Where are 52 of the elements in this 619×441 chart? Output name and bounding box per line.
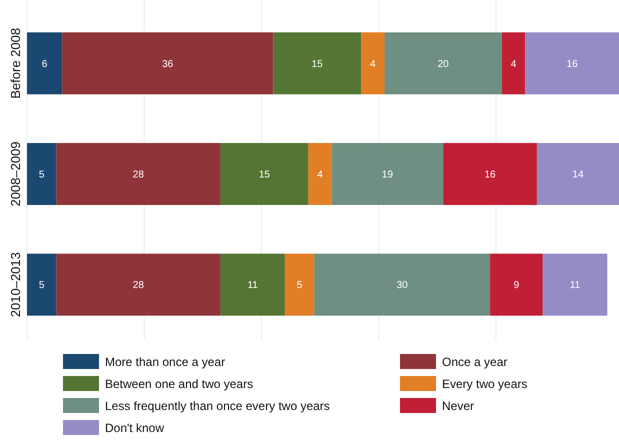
bar bbox=[56, 254, 220, 316]
data-label: 5 bbox=[38, 170, 45, 180]
bar bbox=[220, 254, 285, 316]
legend-label: Once a year bbox=[442, 355, 508, 369]
bar bbox=[490, 254, 543, 316]
data-label: 5 bbox=[38, 280, 45, 292]
legend-label: Every two years bbox=[442, 377, 528, 391]
data-label: 36 bbox=[162, 58, 174, 70]
data-label: 15 bbox=[312, 58, 324, 70]
data-label: 19 bbox=[382, 170, 394, 180]
bar bbox=[332, 143, 444, 205]
data-label: 28 bbox=[132, 170, 144, 180]
bar bbox=[536, 143, 619, 205]
bar bbox=[273, 32, 362, 94]
bar bbox=[525, 32, 619, 94]
bar bbox=[220, 143, 308, 205]
data-label: 28 bbox=[132, 280, 144, 292]
y-tick-label: Before 2008 bbox=[8, 28, 23, 99]
bar bbox=[542, 254, 608, 316]
data-label: 11 bbox=[570, 280, 581, 292]
data-label: 9 bbox=[514, 280, 520, 292]
legend-label: Never bbox=[442, 399, 474, 413]
bar bbox=[314, 254, 490, 316]
legend-label: More than once a year bbox=[105, 355, 226, 369]
data-label: 4 bbox=[370, 58, 376, 70]
legend-label: Don't know bbox=[105, 421, 164, 435]
data-label: 14 bbox=[572, 170, 584, 180]
data-label: 11 bbox=[247, 280, 258, 292]
y-tick-label: 2008–2009 bbox=[8, 141, 23, 207]
bar bbox=[443, 143, 537, 205]
bar bbox=[27, 32, 62, 94]
data-label: 15 bbox=[258, 170, 270, 180]
bar bbox=[502, 32, 526, 94]
bar bbox=[361, 32, 385, 94]
bar bbox=[62, 32, 274, 94]
bar bbox=[308, 143, 332, 205]
bar bbox=[27, 254, 56, 316]
bar bbox=[284, 254, 314, 316]
bar bbox=[27, 143, 56, 205]
data-label: 4 bbox=[510, 58, 517, 70]
data-label: 6 bbox=[42, 58, 48, 70]
data-label: 30 bbox=[396, 280, 408, 292]
bar bbox=[56, 143, 220, 205]
data-label: 16 bbox=[566, 58, 578, 70]
data-label: 16 bbox=[484, 170, 496, 180]
bar bbox=[384, 32, 502, 94]
data-label: 5 bbox=[296, 280, 303, 292]
data-label: 4 bbox=[317, 170, 324, 180]
y-tick-label: 2010–2013 bbox=[8, 252, 23, 318]
legend-label: Less frequently than once every two years bbox=[105, 399, 330, 413]
legend-label: Between one and two years bbox=[105, 377, 254, 391]
data-label: 20 bbox=[438, 58, 450, 70]
